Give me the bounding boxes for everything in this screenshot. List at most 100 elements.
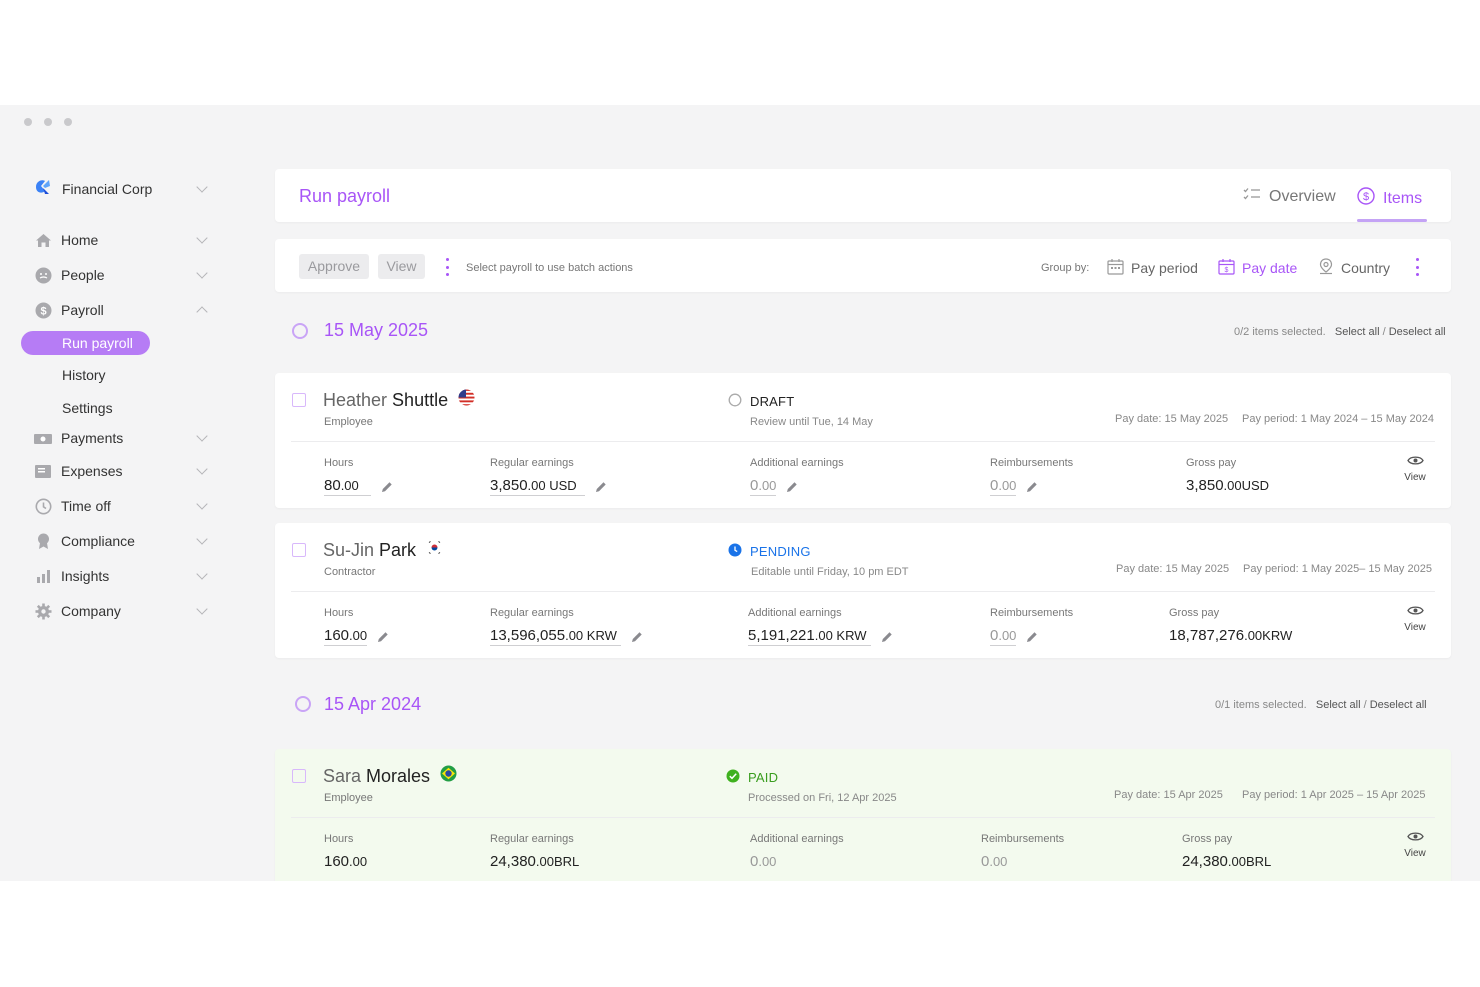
group-by-pay-period[interactable]: Pay period: [1107, 258, 1198, 278]
additional-earnings-label: Additional earnings: [748, 607, 842, 619]
chevron-down-icon: [196, 498, 208, 510]
sidebar-item-label: Expenses: [61, 463, 123, 479]
sidebar-item-label: Payments: [61, 430, 124, 446]
gross-pay-label: Gross pay: [1182, 833, 1233, 845]
edit-icon[interactable]: [1026, 631, 1038, 643]
kr-flag-icon: [426, 539, 443, 561]
select-all-link[interactable]: Select all: [1334, 326, 1380, 338]
sidebar-item-payroll[interactable]: $ Payroll: [34, 298, 210, 322]
edit-icon[interactable]: [595, 481, 607, 493]
more-actions-icon[interactable]: [445, 258, 449, 276]
additional-amount: 5,191,221.00 KRW: [748, 627, 871, 646]
payroll-item-card: Sara Morales Employee PAID Processed on …: [275, 749, 1451, 881]
edit-icon[interactable]: [381, 481, 393, 493]
first-name: Heather: [323, 389, 388, 410]
regular-earnings-label: Regular earnings: [490, 607, 574, 619]
currency: USD: [1241, 478, 1270, 493]
additional-earnings-label: Additional earnings: [750, 833, 844, 845]
employee-name: Sara Morales: [323, 765, 457, 787]
currency: BRL: [553, 854, 580, 869]
pay-period: Pay period: 1 Apr 2025 – 15 Apr 2025: [1242, 789, 1426, 801]
selection-count: 0/1 items selected.: [1215, 699, 1307, 711]
hours-value[interactable]: 80.00: [324, 477, 393, 496]
deselect-all-link[interactable]: Deselect all: [1388, 326, 1446, 338]
sidebar-item-company[interactable]: Company: [34, 599, 210, 623]
reimbursements-value[interactable]: 0.00: [990, 627, 1038, 646]
item-checkbox[interactable]: [292, 393, 306, 407]
sidebar-item-compliance[interactable]: Compliance: [34, 529, 210, 553]
calendar-icon: [1107, 258, 1124, 278]
sidebar-item-home[interactable]: Home: [34, 228, 210, 252]
edit-icon[interactable]: [377, 631, 389, 643]
view-item-button[interactable]: View: [1403, 829, 1427, 859]
tab-overview[interactable]: Overview: [1243, 187, 1336, 206]
expenses-icon: [34, 462, 52, 480]
separator: /: [1382, 326, 1386, 338]
group-select-radio[interactable]: [292, 323, 308, 339]
view-item-button[interactable]: View: [1403, 453, 1427, 483]
regular-earnings-label: Regular earnings: [490, 457, 574, 469]
hours-value[interactable]: 160.00: [324, 627, 389, 646]
edit-icon[interactable]: [786, 481, 798, 493]
sidebar-item-label: Company: [61, 603, 121, 619]
org-switcher[interactable]: Financial Corp: [34, 178, 210, 200]
person-icon: [34, 266, 52, 284]
divider: [291, 591, 1435, 592]
sidebar-item-payments[interactable]: Payments: [34, 426, 210, 450]
edit-icon[interactable]: [881, 631, 893, 643]
amount-int: 18,787,276: [1169, 627, 1245, 644]
amount-dec: .00: [998, 628, 1017, 643]
group-by-country[interactable]: Country: [1318, 258, 1390, 278]
regular-amount: 3,850.00 USD: [490, 477, 586, 496]
us-flag-icon: [458, 389, 475, 411]
tab-active-indicator: [1357, 219, 1427, 222]
gross-pay-value: 18,787,276.00 KRW: [1169, 627, 1292, 644]
amount-int: 24,380: [1182, 853, 1228, 870]
status-label: PAID: [748, 770, 779, 785]
approve-button[interactable]: Approve: [299, 254, 369, 279]
reimbursements-value[interactable]: 0.00: [990, 477, 1038, 496]
item-checkbox[interactable]: [292, 543, 306, 557]
status-detail: Editable until Friday, 10 pm EDT: [751, 566, 909, 578]
amount-dec: .00: [989, 854, 1008, 869]
chevron-down-icon: [196, 181, 208, 193]
additional-earnings-value[interactable]: 0.00: [750, 477, 798, 496]
additional-earnings-value[interactable]: 5,191,221.00 KRW: [748, 627, 893, 646]
sidebar-item-insights[interactable]: Insights: [34, 564, 210, 588]
sidebar-subitem-history[interactable]: History: [62, 367, 106, 383]
sidebar-subitem-run-payroll[interactable]: Run payroll: [21, 331, 150, 355]
amount-dec: .00: [349, 628, 368, 643]
regular-earnings-value[interactable]: 13,596,055.00 KRW: [490, 627, 643, 646]
employee-name: Heather Shuttle: [323, 389, 475, 411]
window-dot[interactable]: [24, 118, 32, 126]
edit-icon[interactable]: [1026, 481, 1038, 493]
window-dot[interactable]: [44, 118, 52, 126]
divider: [291, 441, 1435, 442]
amount-dec: .00: [758, 478, 777, 493]
deselect-all-link[interactable]: Deselect all: [1369, 699, 1427, 711]
more-options-icon[interactable]: [1415, 258, 1419, 276]
view-item-button[interactable]: View: [1403, 603, 1427, 633]
pay-date: Pay date: 15 Apr 2025: [1114, 789, 1223, 801]
chevron-down-icon: [196, 232, 208, 244]
batch-hint: Select payroll to use batch actions: [466, 262, 633, 274]
sidebar-subitem-settings[interactable]: Settings: [62, 400, 113, 416]
group-select-radio[interactable]: [295, 696, 311, 712]
select-all-link[interactable]: Select all: [1315, 699, 1361, 711]
status-badge: PAID: [726, 769, 778, 786]
gross-pay-value: 24,380.00 BRL: [1182, 853, 1271, 870]
sidebar-item-expenses[interactable]: Expenses: [34, 459, 210, 483]
group-date: 15 Apr 2024: [324, 694, 422, 714]
window-dot[interactable]: [64, 118, 72, 126]
tab-items[interactable]: $ Items: [1357, 187, 1422, 210]
clock-icon: [728, 543, 742, 560]
view-button[interactable]: View: [378, 254, 425, 279]
sidebar-item-time-off[interactable]: Time off: [34, 494, 210, 518]
sidebar-item-label: Time off: [61, 498, 111, 514]
reimbursements-label: Reimbursements: [990, 607, 1074, 619]
sidebar-item-people[interactable]: People: [34, 263, 210, 287]
edit-icon[interactable]: [631, 631, 643, 643]
item-checkbox[interactable]: [292, 769, 306, 783]
regular-earnings-value[interactable]: 3,850.00 USD: [490, 477, 607, 496]
group-by-pay-date[interactable]: $ Pay date: [1218, 258, 1297, 278]
